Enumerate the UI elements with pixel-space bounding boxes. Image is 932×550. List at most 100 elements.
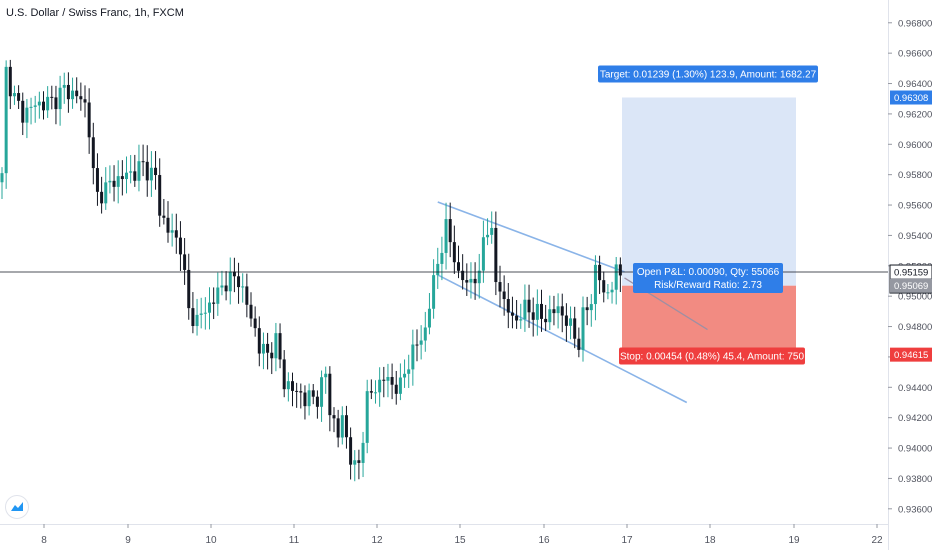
candle-body <box>324 373 328 378</box>
pnl-label-line2: Risk/Reward Ratio: 2.73 <box>654 280 762 291</box>
x-tick-label: 9 <box>125 535 131 546</box>
x-tick-label: 19 <box>788 535 800 546</box>
tradingview-logo[interactable] <box>5 495 29 519</box>
candle-body <box>407 369 411 374</box>
candle-body <box>120 176 124 180</box>
x-tick-label: 17 <box>621 535 633 546</box>
x-tick-label: 12 <box>371 535 383 546</box>
candle-body <box>270 352 274 359</box>
candle-body <box>357 460 361 463</box>
y-tick-label: 0.93800 <box>898 474 932 485</box>
candle-body <box>12 93 16 97</box>
pnl-label-line1: Open P&L: 0.00090, Qty: 55066 <box>637 267 780 278</box>
profit-zone <box>622 97 796 286</box>
candle-body <box>465 280 469 283</box>
candle-body <box>95 168 99 192</box>
candle-body <box>154 167 158 176</box>
candle-body <box>523 299 527 320</box>
candle-body <box>320 377 324 407</box>
candle-body <box>91 137 95 169</box>
candle-body <box>382 379 386 381</box>
y-tick-label: 0.96600 <box>898 49 932 60</box>
candle-body <box>353 460 357 465</box>
candle-body <box>432 275 436 309</box>
y-tick-label: 0.93600 <box>898 504 932 515</box>
symbol-title: U.S. Dollar / Swiss Franc, 1h, FXCM <box>6 7 184 19</box>
candle-body <box>174 230 178 238</box>
candle-body <box>199 313 203 315</box>
candle-body <box>481 237 485 271</box>
candle-body <box>332 415 336 419</box>
candle-body <box>614 264 618 290</box>
candle-body <box>548 309 552 323</box>
stop-label-text: Stop: 0.00454 (0.48%) 45.4, Amount: 750 <box>620 352 804 363</box>
candle-body <box>286 381 290 390</box>
candle-body <box>29 106 33 108</box>
candle-body <box>54 97 58 110</box>
pnl-label-bg <box>633 263 783 293</box>
candle-body <box>419 340 423 345</box>
y-tick-label: 0.95400 <box>898 231 932 242</box>
candle-body <box>17 93 21 101</box>
candle-body <box>195 314 199 327</box>
candle-body <box>145 161 149 181</box>
candle-body <box>21 100 25 123</box>
candle-body <box>8 66 12 97</box>
candle-body <box>374 392 377 394</box>
candle-body <box>278 333 282 360</box>
candle-body <box>519 319 523 321</box>
candle-body <box>577 338 581 350</box>
candle-body <box>440 252 444 264</box>
candle-body <box>527 299 531 313</box>
candle-body <box>510 312 514 316</box>
candle-body <box>274 333 278 359</box>
y-tick-label: 0.95000 <box>898 292 932 303</box>
candle-body <box>411 344 415 370</box>
target-label: Target: 0.01239 (1.30%) 123.9, Amount: 1… <box>598 65 818 83</box>
candle-body <box>141 161 145 163</box>
candle-body <box>602 280 606 293</box>
candle-body <box>112 180 116 187</box>
candle-body <box>486 234 490 238</box>
candle-body <box>220 285 224 288</box>
candle-body <box>531 312 535 320</box>
candle-body <box>423 327 427 341</box>
candle-body <box>50 96 54 98</box>
candle-body <box>62 84 66 88</box>
entry-price-tag-bg <box>890 278 932 293</box>
y-tick-label: 0.94800 <box>898 322 932 333</box>
candle-body <box>569 318 573 326</box>
candle-body <box>37 101 41 106</box>
x-tick-label: 18 <box>704 535 716 546</box>
candle-body <box>398 377 402 394</box>
candle-body <box>266 343 270 353</box>
candle-body <box>506 299 510 313</box>
x-tick-label: 10 <box>205 535 217 546</box>
candle-body <box>87 102 91 138</box>
entry-price-tag-text: 0.95069 <box>894 281 928 292</box>
candle-body <box>328 373 332 416</box>
candle-body <box>535 303 539 320</box>
candle-body <box>315 396 319 407</box>
candle-body <box>133 171 137 181</box>
candle-body <box>618 264 622 276</box>
candle-body <box>295 390 299 392</box>
pnl-label: Open P&L: 0.00090, Qty: 55066 Risk/Reward… <box>633 263 783 293</box>
candle-body <box>100 191 104 204</box>
candle-body <box>216 287 220 304</box>
y-tick-label: 0.95800 <box>898 170 932 181</box>
candle-body <box>33 105 37 107</box>
candle-body <box>448 219 452 243</box>
candle-body <box>212 302 216 304</box>
candle-body <box>361 442 365 463</box>
candle-body <box>203 312 207 314</box>
candle-body <box>573 318 577 339</box>
entry-price-tag: 0.95069 <box>890 278 932 293</box>
candle-body <box>166 217 170 233</box>
stop-label: Stop: 0.00454 (0.48%) 45.4, Amount: 750 <box>619 347 805 365</box>
candle-body <box>386 377 390 381</box>
candle-body <box>75 90 79 97</box>
candle-body <box>71 90 75 100</box>
candle-body <box>104 182 108 204</box>
